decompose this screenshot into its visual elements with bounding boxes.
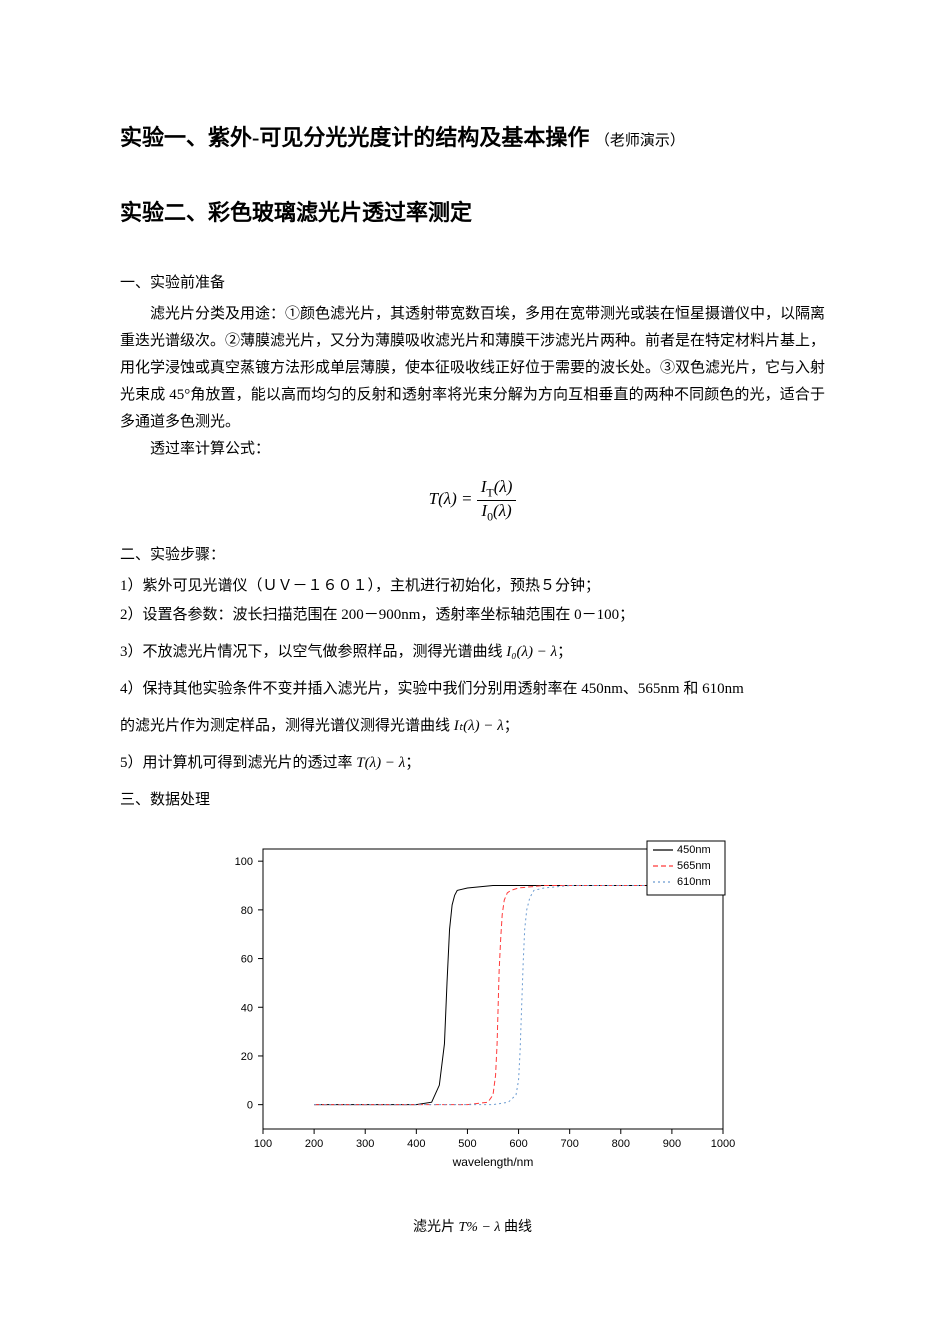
svg-text:40: 40 (240, 1002, 252, 1014)
chart-caption: 滤光片 T% − λ 曲线 (120, 1216, 825, 1236)
caption-math: T% − λ (459, 1220, 501, 1235)
svg-text:200: 200 (304, 1138, 322, 1150)
step-4b: 的滤光片作为测定样品，测得光谱仪测得光谱曲线 Iₜ(λ) − λ； (120, 713, 825, 740)
step5-math: T(λ) − λ (356, 755, 405, 771)
svg-text:0: 0 (246, 1099, 252, 1111)
den-arg: (λ) (493, 501, 512, 520)
step-5: 5）用计算机可得到滤光片的透过率 T(λ) − λ； (120, 750, 825, 777)
svg-text:wavelength/nm: wavelength/nm (451, 1155, 533, 1169)
step3-text: 3）不放滤光片情况下，以空气做参照样品，测得光谱曲线 (120, 644, 506, 660)
step5-text: 5）用计算机可得到滤光片的透过率 (120, 755, 356, 771)
caption-prefix: 滤光片 (413, 1220, 459, 1235)
step-2: 2）设置各参数：波长扫描范围在 200－900nm，透射率坐标轴范围在 0－10… (120, 602, 825, 629)
formula-numerator: IT(λ) (477, 477, 517, 501)
exp1-title: 实验一、紫外-可见分光光度计的结构及基本操作 （老师演示） (120, 120, 825, 155)
svg-text:565nm: 565nm (677, 860, 711, 872)
formula-fraction: IT(λ) I0(λ) (477, 477, 517, 523)
svg-text:450nm: 450nm (677, 844, 711, 856)
step4b-text: 的滤光片作为测定样品，测得光谱仪测得光谱曲线 (120, 718, 454, 734)
step-1: 1）紫外可见光谱仪（ＵＶ－１６０１），主机进行初始化，预热５分钟； (120, 573, 825, 600)
formula-intro: 透过率计算公式： (120, 436, 825, 463)
chart-svg: 100 200 300 400 500 600 700 800 900 1000 0 20 40 60 80… (208, 834, 738, 1174)
formula-lhs: T(λ) = (429, 489, 473, 508)
step-3: 3）不放滤光片情况下，以空气做参照样品，测得光谱曲线 I₀(λ) − λ； (120, 639, 825, 666)
section1-paragraph: 滤光片分类及用途：①颜色滤光片，其透射带宽数百埃，多用在宽带测光或装在恒星摄谱仪… (120, 301, 825, 436)
step4-end: ； (504, 718, 519, 734)
exp2-title: 实验二、彩色玻璃滤光片透过率测定 (120, 195, 825, 230)
svg-text:100: 100 (234, 856, 252, 868)
svg-text:300: 300 (356, 1138, 374, 1150)
svg-text:800: 800 (611, 1138, 629, 1150)
step-4a: 4）保持其他实验条件不变并插入滤光片，实验中我们分别用透射率在 450nm、56… (120, 676, 825, 703)
step3-end: ； (557, 644, 572, 660)
svg-text:20: 20 (240, 1051, 252, 1063)
transmittance-formula: T(λ) = IT(λ) I0(λ) (120, 477, 825, 523)
exp1-title-note: （老师演示） (595, 133, 685, 149)
svg-text:400: 400 (407, 1138, 425, 1150)
svg-text:610nm: 610nm (677, 876, 711, 888)
section3-heading: 三、数据处理 (120, 787, 825, 814)
step3-math: I₀(λ) − λ (506, 644, 557, 660)
section1-heading: 一、实验前准备 (120, 270, 825, 297)
document-page: 实验一、紫外-可见分光光度计的结构及基本操作 （老师演示） 实验二、彩色玻璃滤光… (0, 0, 945, 1337)
svg-text:60: 60 (240, 953, 252, 965)
svg-text:500: 500 (458, 1138, 476, 1150)
exp1-title-main: 实验一、紫外-可见分光光度计的结构及基本操作 (120, 125, 589, 150)
svg-text:700: 700 (560, 1138, 578, 1150)
svg-text:600: 600 (509, 1138, 527, 1150)
step5-end: ； (405, 755, 420, 771)
svg-text:900: 900 (662, 1138, 680, 1150)
num-sub: T (486, 486, 493, 500)
caption-suffix: 曲线 (500, 1220, 532, 1235)
svg-text:100: 100 (253, 1138, 271, 1150)
transmittance-chart: 100 200 300 400 500 600 700 800 900 1000 0 20 40 60 80… (208, 834, 738, 1174)
formula-denominator: I0(λ) (477, 501, 517, 524)
svg-text:80: 80 (240, 905, 252, 917)
num-arg: (λ) (494, 477, 513, 496)
step4-math: Iₜ(λ) − λ (454, 718, 504, 734)
svg-text:1000: 1000 (710, 1138, 734, 1150)
section2-heading: 二、实验步骤： (120, 542, 825, 569)
